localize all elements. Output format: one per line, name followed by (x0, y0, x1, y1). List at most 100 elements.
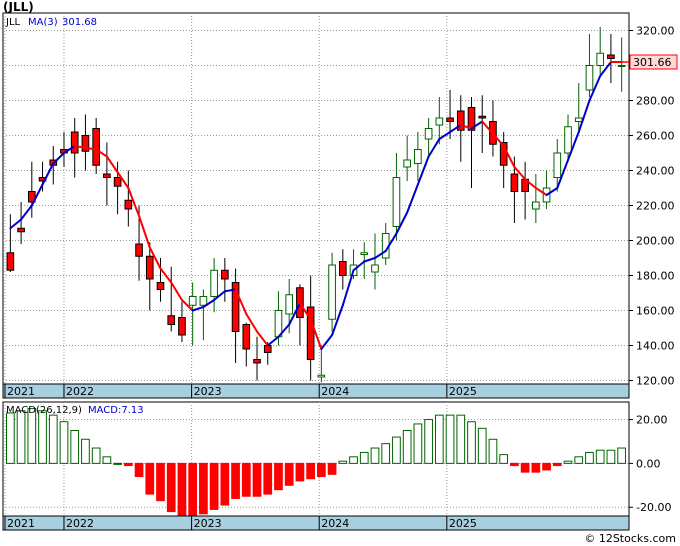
last-price-label: 301.66 (633, 56, 672, 69)
candle-body (392, 177, 401, 227)
macd-bar (606, 449, 616, 464)
ma3-segment (159, 267, 173, 284)
price-legend-ma: MA(3) (28, 17, 58, 28)
macd-bar (477, 427, 487, 464)
ma3-segment (234, 288, 248, 315)
macd-bar (252, 462, 262, 497)
ma3-segment (62, 145, 76, 154)
macd-bar (520, 462, 530, 473)
macd-legend-name: MACD(26,12,9) (6, 405, 82, 416)
ma3-segment (363, 257, 376, 263)
macd-bar (510, 462, 519, 467)
candle-body (17, 227, 25, 233)
candle-body (285, 294, 294, 315)
macd-bar (284, 462, 294, 486)
candle-body (446, 117, 454, 122)
ma3-segment (105, 155, 119, 174)
price-year-band (2, 383, 630, 399)
macd-panel: 20.00 0.00 -20.00 MACD(26,12,9) MACD:7.13 202… (2, 401, 671, 531)
price-tick-label: 180.00 (636, 270, 675, 283)
ma3-segment (577, 99, 591, 133)
macd-bar (145, 462, 155, 495)
macd-bar (263, 462, 273, 495)
ma3-segment (138, 215, 151, 249)
ma3-segment (180, 299, 194, 312)
macd-bar (295, 462, 305, 482)
candle-body (103, 173, 111, 178)
price-legend-ma-value: 301.68 (62, 17, 97, 28)
candle-body (456, 110, 465, 131)
ma3-segment (567, 131, 580, 161)
ma3-segment (320, 334, 334, 350)
macd-bar (542, 462, 551, 471)
last-price-box (629, 54, 678, 70)
candle-body (199, 296, 208, 306)
ma3-segment (266, 335, 280, 347)
macd-bar (231, 462, 240, 499)
macd-bar (327, 462, 337, 475)
macd-bar (434, 414, 444, 464)
ma3-segment (95, 148, 108, 158)
price-year-label: 2023 (194, 385, 222, 398)
macd-bar (156, 462, 165, 502)
price-tick-label: 160.00 (636, 305, 675, 318)
ma3-segment (191, 306, 205, 312)
candle-body (231, 282, 240, 332)
macd-bar (166, 462, 176, 513)
ma3-segment (223, 288, 237, 293)
candle-body (135, 243, 143, 257)
macd-bar (456, 414, 466, 464)
candle-body (306, 306, 315, 360)
ma3-segment (373, 250, 387, 259)
ma3-segment (459, 124, 473, 130)
candle-body (585, 65, 594, 91)
ma3-segment (341, 269, 355, 307)
macd-bar (306, 462, 315, 480)
macd-bar (445, 414, 455, 464)
ma3-segment (116, 171, 130, 189)
macd-tick-label: 20.00 (636, 414, 668, 427)
ma3-segment (127, 187, 141, 217)
price-tick-label: 320.00 (636, 25, 675, 38)
ma3-segment (449, 124, 462, 133)
ma3-segment (20, 204, 33, 221)
candle-body (338, 261, 347, 276)
candle-body (360, 252, 369, 255)
candle-body (263, 345, 272, 353)
ma3-segment (427, 138, 441, 158)
ma3-segment (9, 218, 23, 230)
macd-bar (188, 462, 198, 517)
ma3-segment (30, 183, 44, 207)
macd-bar (48, 414, 58, 464)
candle-body (253, 359, 261, 364)
price-tick-label: 280.00 (636, 95, 675, 108)
macd-bar (585, 451, 594, 464)
macd-legend-value: MACD:7.13 (88, 405, 144, 416)
candle-body (124, 199, 133, 210)
candle-body (607, 54, 615, 59)
ma3-segment (534, 187, 548, 196)
macd-bar (81, 438, 90, 464)
price-tick-label: 200.00 (636, 235, 675, 248)
ma3-segment (513, 166, 527, 181)
macd-bar (349, 456, 358, 464)
ma3-segment (481, 120, 494, 135)
ma3-segment (588, 75, 602, 102)
candle-body (564, 126, 572, 154)
candle-body (371, 264, 379, 273)
price-plot-area (2, 12, 630, 385)
ma3-segment (416, 155, 430, 186)
price-tick-label: 140.00 (636, 340, 675, 353)
ma3-segment (213, 290, 226, 301)
macd-tick-label: -20.00 (636, 501, 671, 514)
ma3-segment (52, 152, 65, 165)
price-panel: 120.00 140.00 160.00 180.00 200.00 220.00 240.… (2, 12, 678, 399)
candle-body (242, 324, 251, 350)
candle-body (167, 315, 176, 325)
macd-year-label: 2023 (194, 517, 222, 530)
macd-year-label: 2022 (66, 517, 94, 530)
ma3-segment (331, 304, 344, 336)
macd-bar (91, 447, 101, 464)
candle-body (178, 317, 186, 336)
